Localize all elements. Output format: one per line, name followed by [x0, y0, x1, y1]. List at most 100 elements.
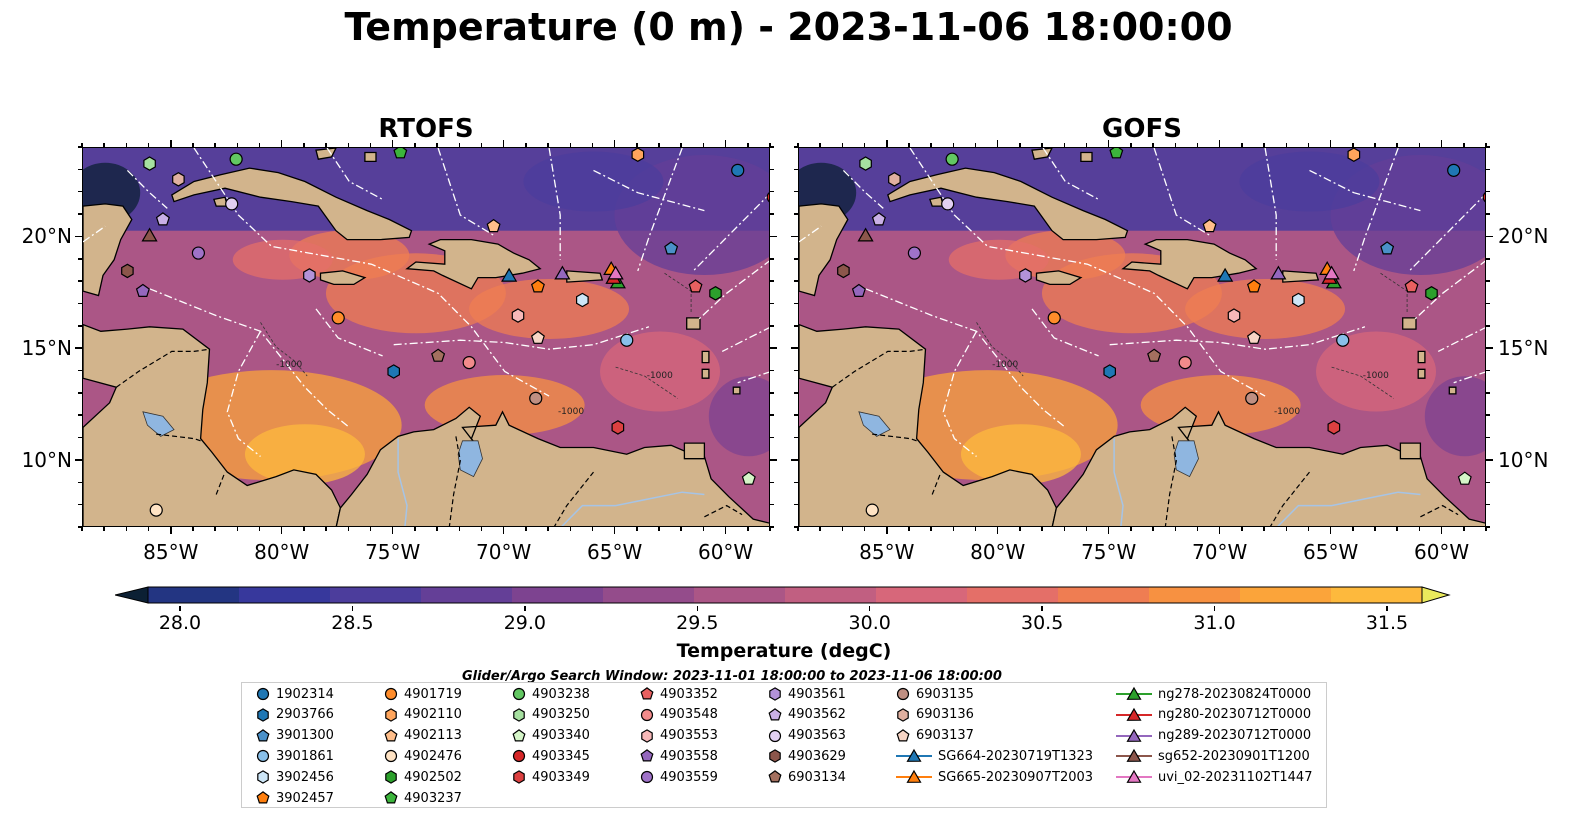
eez-boundary [697, 260, 769, 321]
bathymetry-contour [1331, 366, 1395, 399]
eez-boundary [692, 193, 769, 272]
legend-item: 6903137 [896, 726, 974, 746]
x-tick-bottom [702, 527, 705, 531]
x-tick-bottom [1152, 527, 1154, 531]
legend-item: 3901300 [256, 726, 334, 746]
temperature-patch [232, 239, 333, 280]
colorbar-tick-label: 30.0 [848, 612, 891, 634]
x-tick-top [908, 143, 910, 147]
x-tick-label: 60°W [697, 540, 754, 564]
legend-item: 4903352 [640, 684, 718, 704]
eez-boundary [226, 330, 262, 458]
argo-float-marker [225, 197, 239, 211]
x-tick-top [724, 140, 727, 147]
y-tick-right [770, 190, 774, 193]
temperature-patch [1316, 331, 1437, 412]
x-tick-top [1463, 143, 1465, 147]
y-tick-right [1486, 347, 1493, 349]
y-tick-right [1486, 190, 1490, 193]
argo-float-marker [149, 503, 163, 517]
legend-item: 4902113 [384, 726, 462, 746]
x-tick-top [636, 143, 638, 147]
x-tick-top [103, 143, 105, 147]
legend-item: sg652-20230901T1200 [1116, 746, 1310, 766]
y-tick-left [794, 481, 798, 484]
legend-marker-icon [640, 771, 654, 784]
y-tick-left [75, 347, 82, 349]
panel-title-rtofs: RTOFS [378, 114, 474, 144]
eez-boundary [593, 169, 705, 212]
y-tick-right [1486, 414, 1490, 416]
y-tick-left [794, 146, 798, 148]
legend-label: 1902314 [276, 686, 334, 702]
x-tick-label: 85°W [859, 540, 915, 564]
legend-marker-icon [769, 749, 781, 764]
y-tick-right [770, 168, 774, 171]
glider-marker [1323, 265, 1340, 280]
x-tick-bottom [680, 527, 682, 531]
legend-label: 6903135 [916, 686, 974, 702]
x-tick-top [525, 143, 527, 147]
legend-marker-icon [768, 770, 782, 783]
y-tick-label: 15°N [21, 336, 72, 361]
x-tick-bottom [525, 527, 527, 531]
argo-float-marker [1047, 311, 1061, 325]
land-mass [1448, 386, 1457, 395]
colorbar-tick [179, 606, 181, 611]
legend-item: 4903561 [768, 684, 846, 704]
eez-boundary [637, 148, 683, 272]
x-tick-label: 75°W [1081, 540, 1137, 564]
x-tick-bottom [280, 527, 283, 534]
colorbar-tick-label: 29.0 [503, 612, 546, 634]
legend-label: SG665-20230907T2003 [938, 769, 1094, 785]
temperature-patch [523, 151, 664, 212]
legend-item: 4903558 [640, 746, 718, 766]
x-tick-top [769, 143, 771, 147]
map-canvas: -1000 -1000 -1000 [799, 148, 1485, 526]
argo-float-marker [766, 192, 769, 203]
country-border [1164, 436, 1177, 526]
x-tick-bottom [1174, 527, 1177, 531]
y-tick-left [78, 481, 82, 484]
country-border [156, 433, 201, 442]
land-mass [315, 148, 337, 160]
bathymetry-label: -1000 [992, 360, 1018, 370]
y-tick-right [770, 414, 774, 416]
x-tick-top [974, 143, 977, 147]
x-tick-bottom [1085, 527, 1088, 531]
y-tick-right [1486, 258, 1490, 260]
y-tick-left [78, 302, 82, 305]
colorbar-tick-label: 31.5 [1365, 612, 1409, 634]
y-tick-right [770, 146, 774, 148]
x-tick-top [1218, 140, 1221, 147]
land-mass [1399, 442, 1422, 460]
bathymetry-label: -1000 [276, 360, 302, 370]
legend-marker-icon [257, 770, 269, 784]
argo-float-marker [837, 263, 850, 279]
eez-boundary [1353, 148, 1399, 272]
x-tick-top [1085, 143, 1088, 147]
x-tick-bottom [1285, 527, 1287, 531]
x-tick-bottom [908, 527, 910, 531]
x-tick-top [797, 143, 799, 147]
x-tick-bottom [930, 527, 932, 531]
x-tick-bottom [1485, 527, 1487, 531]
argo-float-marker [486, 218, 501, 233]
x-tick-top [125, 143, 128, 147]
legend-marker-icon [1116, 686, 1152, 700]
y-tick-right [1486, 213, 1490, 215]
argo-float-marker [530, 330, 545, 344]
x-tick-top [680, 143, 682, 147]
glider-marker [501, 267, 518, 282]
legend-item: 3902456 [256, 767, 334, 787]
legend-label: 4903561 [788, 686, 846, 702]
colorbar-bin [694, 587, 785, 603]
y-tick-left [794, 503, 798, 506]
x-tick-label: 80°W [970, 540, 1026, 564]
y-tick-right [770, 325, 774, 327]
y-tick-left [791, 347, 798, 349]
legend-marker-icon [513, 770, 525, 784]
x-tick-bottom [347, 527, 350, 531]
glider-marker [1270, 265, 1287, 280]
eez-boundary [737, 371, 769, 384]
